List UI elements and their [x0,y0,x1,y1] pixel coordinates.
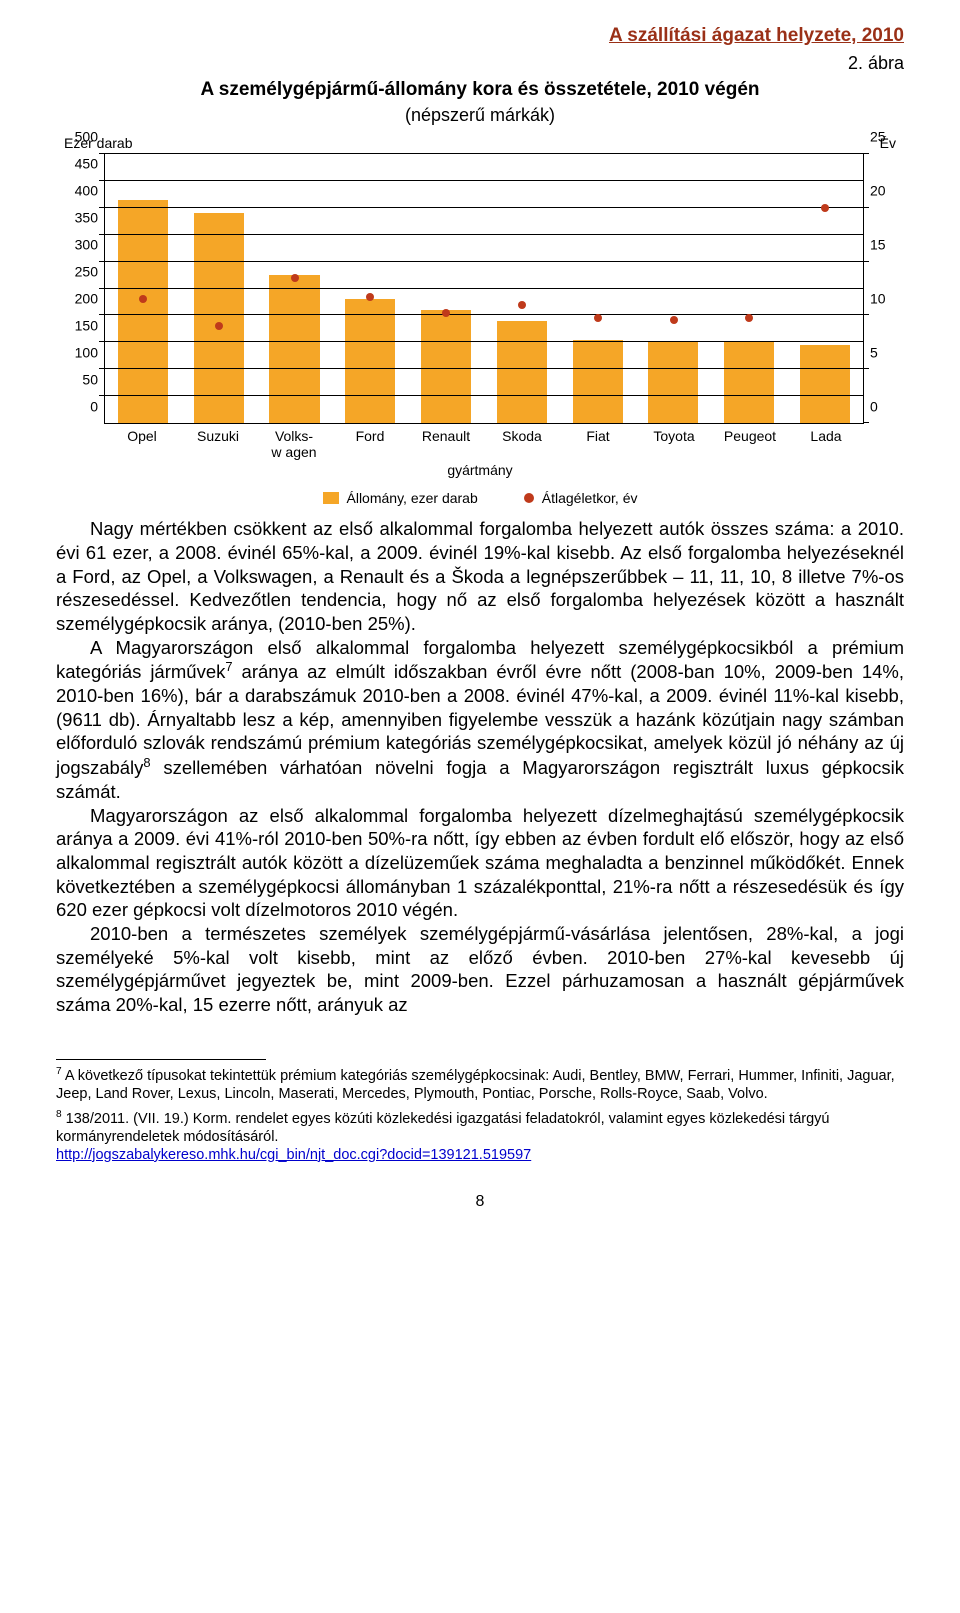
x-label: Fiat [560,424,636,460]
x-label: Renault [408,424,484,460]
x-label: Suzuki [180,424,256,460]
scatter-dot [139,295,147,303]
footnote-ref-8: 8 [143,755,150,770]
x-label: Peugeot [712,424,788,460]
page-number: 8 [56,1192,904,1212]
footnote-7: 7 A következő típusokat tekintettük prém… [56,1066,904,1103]
x-label: Volks-w agen [256,424,332,460]
legend-bar-swatch [323,492,339,504]
scatter-dot [594,314,602,322]
legend-dot-swatch [524,493,534,503]
legend-bar-label: Állomány, ezer darab [347,490,478,508]
bar [800,345,850,423]
bar-slot [636,154,712,423]
bar-slot [408,154,484,423]
scatter-dot [366,293,374,301]
scatter-dot [821,204,829,212]
chart-subtitle: (népszerű márkák) [56,104,904,127]
bar [421,310,471,423]
bar-slot [332,154,408,423]
chart-title: A személygépjármű-állomány kora és össze… [56,78,904,102]
legend-dot: Átlagéletkor, év [524,490,638,508]
bar-slot [787,154,863,423]
bar-slot [711,154,787,423]
bar [648,342,698,423]
x-axis-subtitle: gyártmány [60,462,900,480]
footnote-8-link[interactable]: http://jogszabalykereso.mhk.hu/cgi_bin/n… [56,1147,531,1163]
bar [269,275,319,423]
bar [345,299,395,423]
paragraph-1: Nagy mértékben csökkent az első alkalomm… [56,517,904,635]
bar-slot [484,154,560,423]
x-label: Toyota [636,424,712,460]
footnote-8-text: 138/2011. (VII. 19.) Korm. rendelet egye… [56,1111,829,1145]
plot-area [104,154,864,424]
paragraph-4: 2010-ben a természetes személyek személy… [56,922,904,1017]
x-label: Opel [104,424,180,460]
legend-bar: Állomány, ezer darab [323,490,478,508]
bar-slot [257,154,333,423]
p2-part-c: szellemében várhatóan növelni fogja a Ma… [56,757,904,802]
y1-axis: 050100150200250300350400450500 [60,154,104,424]
x-label: Ford [332,424,408,460]
scatter-dot [291,274,299,282]
scatter-dot [442,309,450,317]
footnote-8: 8 138/2011. (VII. 19.) Korm. rendelet eg… [56,1109,904,1164]
scatter-dot [215,322,223,330]
scatter-dot [518,301,526,309]
bar [573,340,623,423]
legend-dot-label: Átlagéletkor, év [542,490,638,508]
bar-slot [181,154,257,423]
x-label: Skoda [484,424,560,460]
footnote-separator [56,1059,266,1060]
y2-axis: 0510152025 [864,154,900,424]
footnote-ref-7: 7 [225,659,232,674]
chart: Ezer darab Év 05010015020025030035040045… [60,135,900,508]
bar [497,321,547,423]
footnote-7-text: A következő típusokat tekintettük prémiu… [56,1067,895,1101]
bar-slot [560,154,636,423]
bar [194,213,244,423]
running-header: A szállítási ágazat helyzete, 2010 [56,24,904,48]
bar [724,342,774,423]
bar-slot [105,154,181,423]
x-axis-labels: OpelSuzukiVolks-w agenFordRenaultSkodaFi… [104,424,864,460]
chart-legend: Állomány, ezer darab Átlagéletkor, év [60,490,900,508]
scatter-dot [670,316,678,324]
paragraph-3: Magyarországon az első alkalommal forgal… [56,804,904,922]
figure-number: 2. ábra [56,52,904,75]
scatter-dot [745,314,753,322]
bars-layer [105,154,863,423]
paragraph-2: A Magyarországon első alkalommal forgalo… [56,636,904,804]
x-label: Lada [788,424,864,460]
